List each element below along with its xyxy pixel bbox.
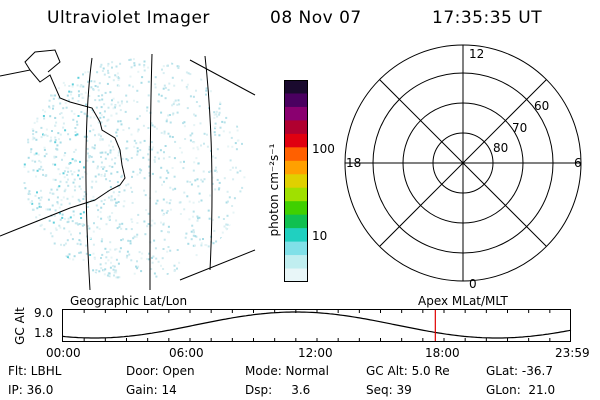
uv-image-panel: [0, 49, 256, 290]
clock-label-12: 12: [469, 47, 484, 61]
app-title: Ultraviolet Imager: [47, 8, 210, 28]
colorbar-tick-100: 100: [312, 142, 335, 156]
lat-label-80: 80: [493, 141, 508, 155]
date-readout: 08 Nov 07: [270, 8, 362, 28]
glat-readout: GLat: -36.7: [486, 364, 553, 378]
time-tick-2359: 23:59: [555, 346, 590, 360]
clock-label-6: 6: [574, 156, 582, 170]
altitude-curve: [62, 311, 572, 339]
time-tick-0000: 00:00: [46, 346, 81, 360]
time-tick-1200: 12:00: [298, 346, 333, 360]
geographic-caption: Geographic Lat/Lon: [70, 294, 188, 308]
orbit-altitude-timeline: [62, 309, 572, 342]
colorbar-tick-10: 10: [312, 229, 328, 243]
timeline-y-tick-1.8: 1.8: [34, 326, 54, 340]
geographic-grid: [85, 53, 256, 290]
clock-label-18: 18: [346, 156, 361, 170]
lat-label-60: 60: [534, 99, 549, 113]
lat-label-70: 70: [512, 121, 527, 135]
seq-readout: Seq: 39: [366, 383, 412, 397]
timeline-y-tick-9: 9.0: [34, 306, 54, 320]
gc-alt-readout: GC Alt: 5.0 Re: [366, 364, 450, 378]
polar-grid-plot: 12 18 6 0 60 70 80: [344, 44, 582, 290]
colorbar-unit-label: photon cm⁻²s⁻¹: [267, 143, 281, 237]
timeline-y-axis-label: GC Alt: [13, 307, 27, 345]
door-readout: Door: Open: [126, 364, 195, 378]
mode-readout: Mode: Normal: [245, 364, 329, 378]
dsp-readout: Dsp: 3.6: [245, 383, 311, 397]
coastline: [0, 49, 126, 237]
glon-readout: GLon: 21.0: [486, 383, 556, 397]
flt-readout: Flt: LBHL: [8, 364, 62, 378]
apex-caption: Apex MLat/MLT: [418, 294, 508, 308]
colorbar: [284, 80, 308, 282]
time-tick-1800: 18:00: [425, 346, 460, 360]
clock-label-0: 0: [469, 277, 477, 290]
ip-readout: IP: 36.0: [8, 383, 54, 397]
time-readout: 17:35:35 UT: [432, 8, 543, 28]
time-tick-0600: 06:00: [169, 346, 204, 360]
gain-readout: Gain: 14: [126, 383, 177, 397]
uv-emission-speckles: [23, 58, 246, 279]
